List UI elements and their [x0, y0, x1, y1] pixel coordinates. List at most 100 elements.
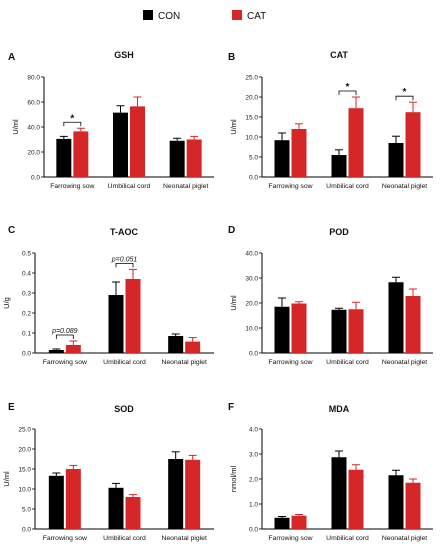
bar-cat [65, 469, 81, 529]
bar-cat [125, 497, 141, 529]
x-tick-label: Umbilical cord [326, 535, 369, 542]
x-tick-label: Neonatal piglet [382, 183, 427, 190]
bar-con [388, 475, 404, 529]
significance-bracket: p=0.089 [51, 328, 78, 339]
y-axis-label: nmol/ml [229, 466, 238, 493]
x-tick-label: Farrowing sow [268, 183, 312, 190]
bar-cat [348, 469, 364, 529]
bar-con [388, 143, 404, 177]
significance-label: * [70, 113, 74, 124]
panels: A GSH U/ml 0.0 20.0 40.0 60.0 80.0 Farrowing sow… [2, 50, 433, 542]
x-tick-label: Umbilical cord [108, 183, 151, 190]
panel-letter: C [8, 225, 15, 236]
panel-title: GSH [114, 50, 134, 60]
x-tick-label: Umbilical cord [103, 359, 146, 366]
y-tick-label: 20.0 [245, 300, 258, 307]
y-tick-label: 0.5 [22, 250, 31, 257]
panel-letter: F [228, 402, 234, 413]
significance-label: * [346, 82, 350, 93]
bar-cat [405, 482, 421, 529]
bar-con [274, 306, 290, 353]
y-tick-label: 0.3 [22, 290, 31, 297]
y-tick-label: 3.0 [249, 451, 258, 458]
bar-cat [65, 345, 81, 353]
bar-cat [348, 309, 364, 353]
x-tick-label: Neonatal piglet [382, 535, 427, 542]
y-tick-label: 0.0 [31, 174, 40, 181]
y-tick-label: 0.0 [249, 526, 258, 533]
bar-con [168, 336, 184, 353]
panel-letter: D [228, 225, 235, 236]
significance-bracket: * [395, 87, 414, 101]
y-axis-label: U/ml [229, 119, 238, 135]
x-tick-label: Umbilical cord [326, 359, 369, 366]
bar-con [48, 475, 64, 529]
y-tick-label: 25.0 [18, 426, 31, 433]
y-tick-label: 30.0 [245, 275, 258, 282]
y-tick-label: 10.0 [245, 325, 258, 332]
bar-cat [291, 129, 307, 177]
y-axis-label: U/ml [2, 471, 11, 487]
bar-cat [405, 296, 421, 353]
significance-label: p=0.089 [51, 328, 78, 335]
significance-label: * [403, 87, 407, 98]
legend-label-con: CON [158, 11, 180, 22]
panel-d: D POD U/ml 0.0 10.0 20.0 30.0 40.0 Farrowing sow… [228, 225, 433, 366]
bracket-line [63, 121, 82, 127]
y-tick-label: 40.0 [245, 250, 258, 257]
y-tick-label: 25.0 [245, 74, 258, 81]
bar-con [108, 487, 124, 529]
bracket-line [55, 334, 74, 339]
bar-cat [186, 139, 202, 177]
y-tick-label: 2.0 [249, 476, 258, 483]
panel-title: T-AOC [110, 227, 138, 237]
y-axis-label: U/ml [11, 119, 20, 135]
bar-con [108, 295, 124, 353]
panel-b: B CAT U/ml 0.0 5.0 10.0 15.0 20.0 25.0 Farrowing … [228, 50, 433, 190]
panel-letter: A [8, 52, 15, 63]
legend-swatch-cat [232, 10, 242, 20]
panel-letter: E [8, 402, 15, 413]
y-tick-label: 60.0 [27, 99, 40, 106]
bar-cat [185, 459, 201, 529]
y-tick-label: 10.0 [245, 134, 258, 141]
y-tick-label: 15.0 [18, 466, 31, 473]
y-tick-label: 0.0 [22, 350, 31, 357]
x-tick-label: Farrowing sow [268, 535, 312, 542]
significance-label: p=0.051 [111, 256, 138, 263]
y-tick-label: 4.0 [249, 426, 258, 433]
bar-con [331, 155, 347, 177]
x-tick-label: Neonatal piglet [161, 535, 206, 542]
y-tick-label: 0.0 [22, 526, 31, 533]
y-tick-label: 0.4 [22, 270, 31, 277]
bar-con [168, 459, 184, 529]
x-tick-label: Neonatal piglet [161, 359, 206, 366]
bar-cat [405, 112, 421, 177]
y-axis-label: U/ml [229, 295, 238, 311]
bar-con [113, 112, 128, 177]
y-tick-label: 80.0 [27, 74, 40, 81]
bar-cat [291, 303, 307, 353]
y-tick-label: 0.0 [249, 350, 258, 357]
x-tick-label: Neonatal piglet [163, 183, 208, 190]
bar-cat [125, 279, 141, 353]
y-tick-label: 0.0 [249, 174, 258, 181]
y-tick-label: 10.0 [18, 486, 31, 493]
significance-bracket: * [63, 113, 82, 127]
y-tick-label: 0.2 [22, 310, 31, 317]
y-tick-label: 0.1 [22, 330, 31, 337]
legend-swatch-con [143, 10, 153, 20]
panel-title: SOD [114, 404, 134, 414]
x-tick-label: Umbilical cord [103, 535, 146, 542]
significance-bracket: p=0.051 [111, 256, 138, 268]
panel-f: F MDA nmol/ml 0.0 1.0 2.0 3.0 4.0 Farrowing sow U… [228, 402, 433, 542]
bar-cat [348, 108, 364, 177]
bar-con [388, 282, 404, 353]
x-tick-label: Farrowing sow [268, 359, 312, 366]
x-tick-label: Farrowing sow [43, 535, 87, 542]
panel-e: E SOD U/ml 0.0 5.0 10.0 15.0 20.0 25.0 Farrowing … [2, 402, 214, 542]
y-tick-label: 5.0 [249, 154, 258, 161]
bar-con [48, 350, 64, 353]
x-tick-label: Farrowing sow [50, 183, 94, 190]
